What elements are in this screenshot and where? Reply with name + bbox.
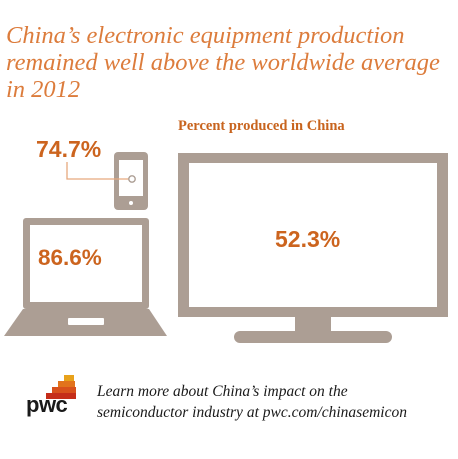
tv-value: 52.3% [275,226,341,252]
pwc-logo-mark [46,375,76,399]
television-icon [178,153,448,343]
title-line-3: in 2012 [6,76,81,103]
pwc-logo[interactable]: pwc [26,375,88,425]
subtitle: Percent produced in China [178,118,345,134]
phone-value: 74.7% [36,136,102,162]
footer-line-2[interactable]: semiconductor industry at pwc.com/chinas… [97,404,407,421]
footer-message: Learn more about China’s impact on the s… [97,381,453,423]
laptop-value: 86.6% [38,245,102,270]
pwc-wordmark: pwc [26,392,68,417]
phone-connector [66,162,136,183]
title-line-1: China’s electronic equipment production [6,22,405,49]
laptop-icon [4,218,167,336]
footer-line-1: Learn more about China’s impact on the [97,383,348,400]
title-line-2: remained well above the worldwide averag… [6,49,440,76]
page-title: China’s electronic equipment production … [6,22,451,103]
